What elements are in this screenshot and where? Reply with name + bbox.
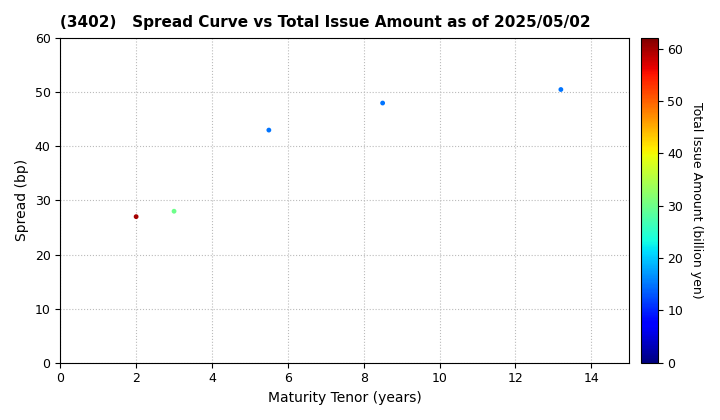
Text: (3402)   Spread Curve vs Total Issue Amount as of 2025/05/02: (3402) Spread Curve vs Total Issue Amoun… <box>60 15 591 30</box>
X-axis label: Maturity Tenor (years): Maturity Tenor (years) <box>268 391 422 405</box>
Y-axis label: Spread (bp): Spread (bp) <box>15 159 29 242</box>
Point <box>168 208 180 215</box>
Point <box>263 127 274 134</box>
Point <box>130 213 142 220</box>
Point <box>555 86 567 93</box>
Y-axis label: Total Issue Amount (billion yen): Total Issue Amount (billion yen) <box>690 102 703 299</box>
Point <box>377 100 388 106</box>
